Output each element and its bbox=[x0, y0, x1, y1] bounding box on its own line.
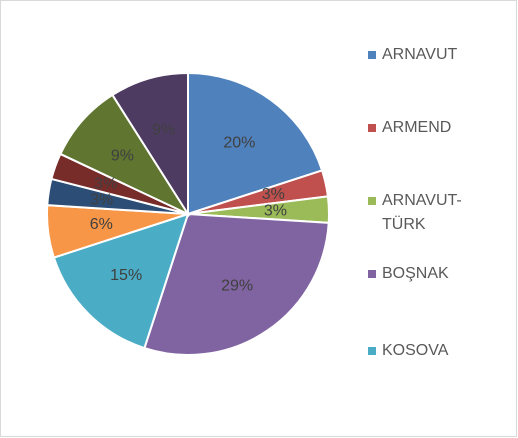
legend-entry: ARNAVUT-TÜRK bbox=[364, 189, 494, 237]
legend-swatch bbox=[368, 347, 376, 355]
legend-entry: ARNAVUT bbox=[364, 43, 494, 67]
data-label: 20% bbox=[223, 134, 255, 151]
pie-slice bbox=[111, 71, 189, 218]
legend-label: BOŞNAK bbox=[382, 265, 449, 282]
legend-entry: KOSOVA bbox=[364, 339, 494, 363]
data-label: 3% bbox=[94, 176, 117, 193]
pie-slice bbox=[143, 212, 330, 356]
data-label: 6% bbox=[90, 216, 113, 233]
legend-label: KOSOVA bbox=[382, 342, 449, 359]
data-label: 9% bbox=[152, 121, 175, 138]
pie-slice bbox=[59, 93, 191, 217]
pie-slice bbox=[187, 71, 324, 216]
legend-label: ARNAVUT-TÜRK bbox=[382, 192, 462, 233]
legend-swatch bbox=[368, 270, 376, 278]
data-label: 3% bbox=[90, 192, 113, 209]
data-label: 29% bbox=[221, 278, 253, 295]
data-label: 15% bbox=[110, 267, 142, 284]
legend-entry: BOŞNAK bbox=[364, 262, 494, 286]
legend-label: ARNAVUT bbox=[382, 46, 458, 63]
legend-entry: ARMEND bbox=[364, 116, 494, 140]
data-label: 9% bbox=[111, 147, 134, 164]
data-label: 3% bbox=[264, 202, 287, 219]
legend-swatch bbox=[368, 124, 376, 132]
legend-swatch bbox=[368, 197, 376, 205]
legend-swatch bbox=[368, 51, 376, 59]
legend-label: ARMEND bbox=[382, 119, 452, 136]
data-label: 3% bbox=[262, 186, 285, 203]
